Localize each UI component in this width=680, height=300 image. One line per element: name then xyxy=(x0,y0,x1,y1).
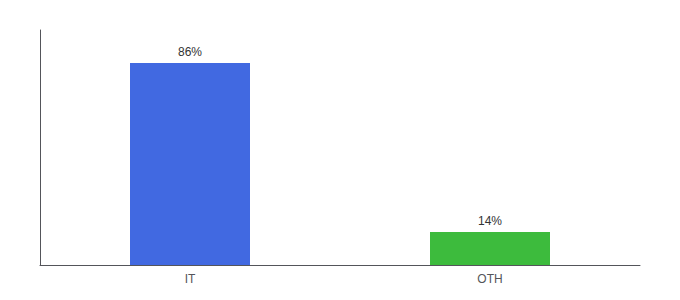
svg-text:IT: IT xyxy=(185,272,196,286)
svg-text:86%: 86% xyxy=(178,45,202,59)
svg-text:OTH: OTH xyxy=(477,272,502,286)
svg-text:14%: 14% xyxy=(478,214,502,228)
